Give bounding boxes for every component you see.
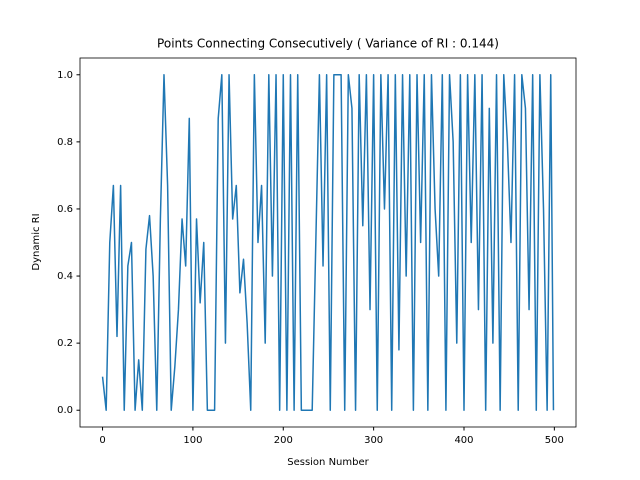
x-tick-label: 100 — [183, 435, 202, 446]
x-axis-label: Session Number — [287, 457, 369, 468]
y-tick-label: 0.0 — [57, 405, 73, 416]
y-tick-label: 0.6 — [57, 204, 73, 215]
chart-title: Points Connecting Consecutively ( Varian… — [157, 37, 499, 51]
y-axis-label: Dynamic RI — [31, 213, 42, 270]
y-tick-label: 1.0 — [57, 70, 73, 81]
y-tick-label: 0.2 — [57, 338, 73, 349]
data-line — [101, 74, 555, 411]
x-tick-label: 200 — [274, 435, 293, 446]
y-tick-label: 0.8 — [57, 137, 73, 148]
x-tick-label: 500 — [545, 435, 564, 446]
y-tick-label: 0.4 — [57, 271, 73, 282]
plot-frame — [79, 57, 577, 428]
x-tick-label: 400 — [454, 435, 473, 446]
x-tick-label: 0 — [99, 435, 105, 446]
x-tick-label: 300 — [364, 435, 383, 446]
